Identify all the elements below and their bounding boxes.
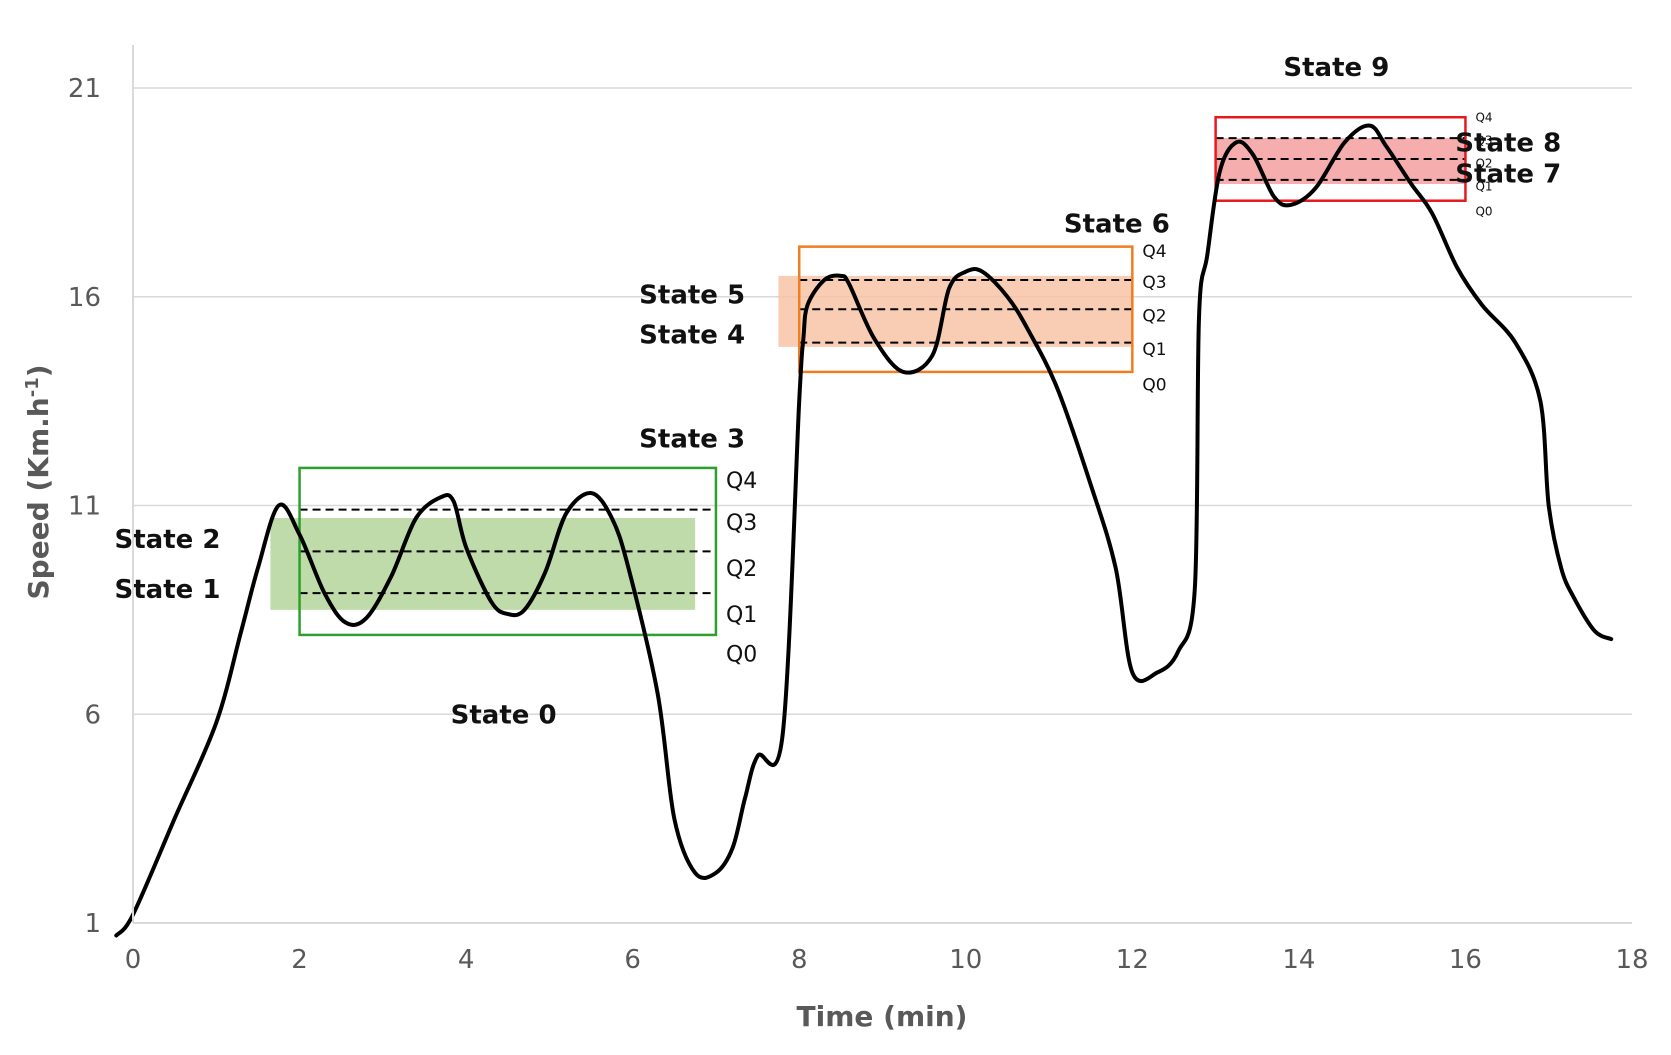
region-orange-label-q0: Q0 <box>1142 375 1166 395</box>
annotation-state-8: State 8 <box>1455 128 1561 158</box>
annotation-state-4: State 4 <box>639 320 745 350</box>
region-orange-label-q3: Q3 <box>1142 273 1166 293</box>
region-green: Q4 Q3 Q2 Q1 Q0 <box>270 466 757 667</box>
y-tick-11: 11 <box>68 492 101 522</box>
state-annotations: State 0 State 1 State 2 State 3 State 4 State… <box>115 53 1562 730</box>
annotation-state-2: State 2 <box>115 525 221 555</box>
region-red-label-q2: Q2 <box>1475 156 1492 170</box>
y-axis-title-sup: -1 <box>22 377 43 397</box>
annotation-state-6: State 6 <box>1064 210 1170 240</box>
region-red-label-q1: Q1 <box>1475 179 1492 193</box>
region-green-label-q2: Q2 <box>726 557 757 582</box>
y-tick-6: 6 <box>84 700 101 730</box>
x-tick-4: 4 <box>458 945 475 975</box>
x-tick-8: 8 <box>791 945 808 975</box>
x-tick-14: 14 <box>1282 945 1315 975</box>
region-orange-label-q1: Q1 <box>1142 340 1166 360</box>
annotation-state-9: State 9 <box>1283 53 1389 83</box>
region-orange-label-q2: Q2 <box>1142 306 1166 326</box>
annotation-state-0: State 0 <box>451 700 557 730</box>
region-green-label-q1: Q1 <box>726 603 757 628</box>
x-tick-0: 0 <box>125 945 142 975</box>
y-tick-1: 1 <box>84 909 101 939</box>
region-green-box <box>298 466 718 637</box>
annotation-state-3: State 3 <box>639 425 745 455</box>
x-axis-title: Time (min) <box>797 1000 968 1033</box>
x-tick-2: 2 <box>291 945 308 975</box>
x-tick-6: 6 <box>624 945 641 975</box>
region-orange-label-q4: Q4 <box>1142 242 1166 262</box>
y-tick-21: 21 <box>68 74 101 104</box>
region-green-label-q0: Q0 <box>726 642 757 667</box>
region-red-box <box>1214 115 1467 202</box>
annotation-state-1: State 1 <box>115 575 221 605</box>
y-axis-title: Speed (Km.h-1) <box>22 364 55 599</box>
x-tick-labels: 0 2 4 6 8 10 12 14 16 18 <box>125 945 1649 975</box>
annotation-state-7: State 7 <box>1455 160 1561 190</box>
speed-line <box>114 123 1614 938</box>
region-red-label-q3: Q3 <box>1475 133 1492 147</box>
region-orange: Q4 Q3 Q2 Q1 Q0 <box>778 242 1167 395</box>
x-tick-16: 16 <box>1449 945 1482 975</box>
state-regions: Q4 Q3 Q2 Q1 Q0 Q4 Q3 Q2 Q1 Q0 Q4 Q3 Q2 Q1 Q0 <box>270 110 1493 667</box>
region-red-label-q4: Q4 <box>1475 110 1492 124</box>
y-axis-title-end: ) <box>22 364 55 377</box>
y-tick-16: 16 <box>68 283 101 313</box>
y-axis-title-main: Speed (Km.h <box>22 397 55 599</box>
region-green-label-q3: Q3 <box>726 511 757 536</box>
x-tick-10: 10 <box>949 945 982 975</box>
x-tick-12: 12 <box>1116 945 1149 975</box>
x-tick-18: 18 <box>1615 945 1648 975</box>
annotation-state-5: State 5 <box>639 281 745 311</box>
region-green-shade <box>270 518 696 610</box>
region-green-label-q4: Q4 <box>726 469 757 494</box>
region-red-label-q0: Q0 <box>1475 204 1492 218</box>
region-orange-shade <box>778 275 1133 347</box>
region-orange-box <box>797 245 1134 374</box>
